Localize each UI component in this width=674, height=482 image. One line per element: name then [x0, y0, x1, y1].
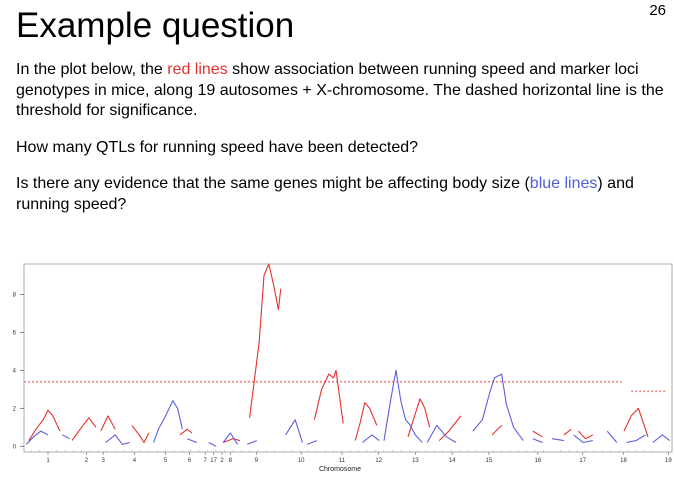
running-speed-curve: [313, 369, 344, 424]
y-tick-label: 6: [13, 330, 17, 336]
y-tick-label: 4: [13, 368, 17, 374]
plot-frame: [23, 263, 673, 453]
running-speed-curve: [532, 430, 543, 438]
description-post: show association between running speed a…: [16, 61, 664, 119]
chromosome-label-15: 15: [486, 458, 493, 464]
slide-body: In the plot below, the red lines show as…: [16, 60, 666, 231]
chromosome-label-3: 3: [102, 458, 106, 464]
chromosome-label-16: 16: [534, 458, 541, 464]
question2-post: ) and running speed?: [16, 175, 634, 213]
running-speed-curve: [131, 425, 150, 444]
body-size-curve: [62, 434, 70, 440]
running-speed-curve: [623, 407, 649, 437]
running-speed-curve: [71, 417, 97, 441]
chromosome-label-6: 6: [188, 458, 192, 464]
chromosome-label-4: 4: [133, 458, 137, 464]
body-size-curve: [306, 440, 318, 445]
y-tick-label: 0: [13, 444, 17, 450]
body-size-curve: [573, 434, 593, 444]
question-shared-genes: Is there any evidence that the same gene…: [16, 174, 666, 215]
chromosome-label-13: 13: [412, 458, 419, 464]
running-speed-curve: [222, 438, 241, 444]
question2-pre: Is there any evidence that the same gene…: [16, 175, 530, 192]
x-axis-label: Chromosome: [319, 466, 361, 473]
running-speed-curve: [491, 425, 502, 436]
body-size-curve: [208, 442, 217, 447]
chromosome-label-1: 1: [46, 458, 50, 464]
body-size-curve: [285, 419, 303, 443]
running-speed-curve: [249, 263, 282, 418]
body-size-curve: [472, 373, 524, 441]
chromosome-label-19: 19: [665, 458, 672, 464]
qtl-plot: 0246812345671728910111213141516171819X C…: [13, 263, 673, 473]
y-tick-label: 8: [13, 292, 17, 298]
body-size-curve: [222, 432, 239, 445]
running-speed-curve: [179, 428, 193, 436]
chromosome-label-12: 12: [375, 458, 382, 464]
chromosome-label-9: 9: [255, 458, 259, 464]
running-speed-curve: [100, 415, 116, 432]
body-size-curve: [606, 430, 618, 443]
chromosome-label-11: 11: [339, 458, 346, 464]
chromosome-label-10: 10: [298, 458, 305, 464]
chromosome-label-14: 14: [449, 458, 456, 464]
body-size-curve: [246, 440, 258, 445]
body-size-curve: [383, 369, 423, 443]
chromosome-label-17: 17: [579, 458, 586, 464]
plot-lines-group: [24, 263, 670, 447]
blue-lines-phrase: blue lines: [529, 175, 598, 192]
body-size-curve: [153, 400, 183, 443]
plot-axes-group: 0246812345671728910111213141516171819X: [13, 263, 673, 464]
body-size-curve: [626, 434, 646, 444]
running-speed-curve: [354, 402, 378, 441]
running-speed-curve: [438, 415, 462, 441]
description-paragraph: In the plot below, the red lines show as…: [16, 60, 666, 122]
description-pre: In the plot below, the: [16, 61, 168, 78]
slide-number: 26: [649, 2, 666, 19]
running-speed-curve: [28, 409, 61, 441]
chromosome-label-2: 2: [85, 458, 89, 464]
body-size-curve: [186, 438, 198, 444]
body-size-curve: [26, 430, 49, 445]
chromosome-label-2: 2: [220, 458, 224, 464]
question-qtl-count: How many QTLs for running speed have bee…: [16, 138, 419, 156]
body-size-curve: [652, 434, 670, 443]
slide-title: Example question: [16, 6, 295, 45]
body-size-curve: [426, 424, 457, 443]
chromosome-label-18: 18: [620, 458, 627, 464]
chromosome-label-7: 7: [204, 458, 208, 464]
chromosome-label-5: 5: [164, 458, 168, 464]
body-size-curve: [551, 438, 565, 442]
red-lines-phrase: red lines: [167, 61, 228, 78]
running-speed-curve: [563, 428, 572, 436]
y-tick-label: 2: [13, 406, 17, 412]
body-size-curve: [362, 434, 380, 443]
chromosome-label-8: 8: [229, 458, 233, 464]
running-speed-curve: [407, 398, 431, 437]
running-speed-curve: [578, 430, 594, 440]
body-size-curve: [532, 438, 543, 444]
chromosome-label-17: 17: [210, 458, 217, 464]
body-size-curve: [105, 434, 130, 445]
